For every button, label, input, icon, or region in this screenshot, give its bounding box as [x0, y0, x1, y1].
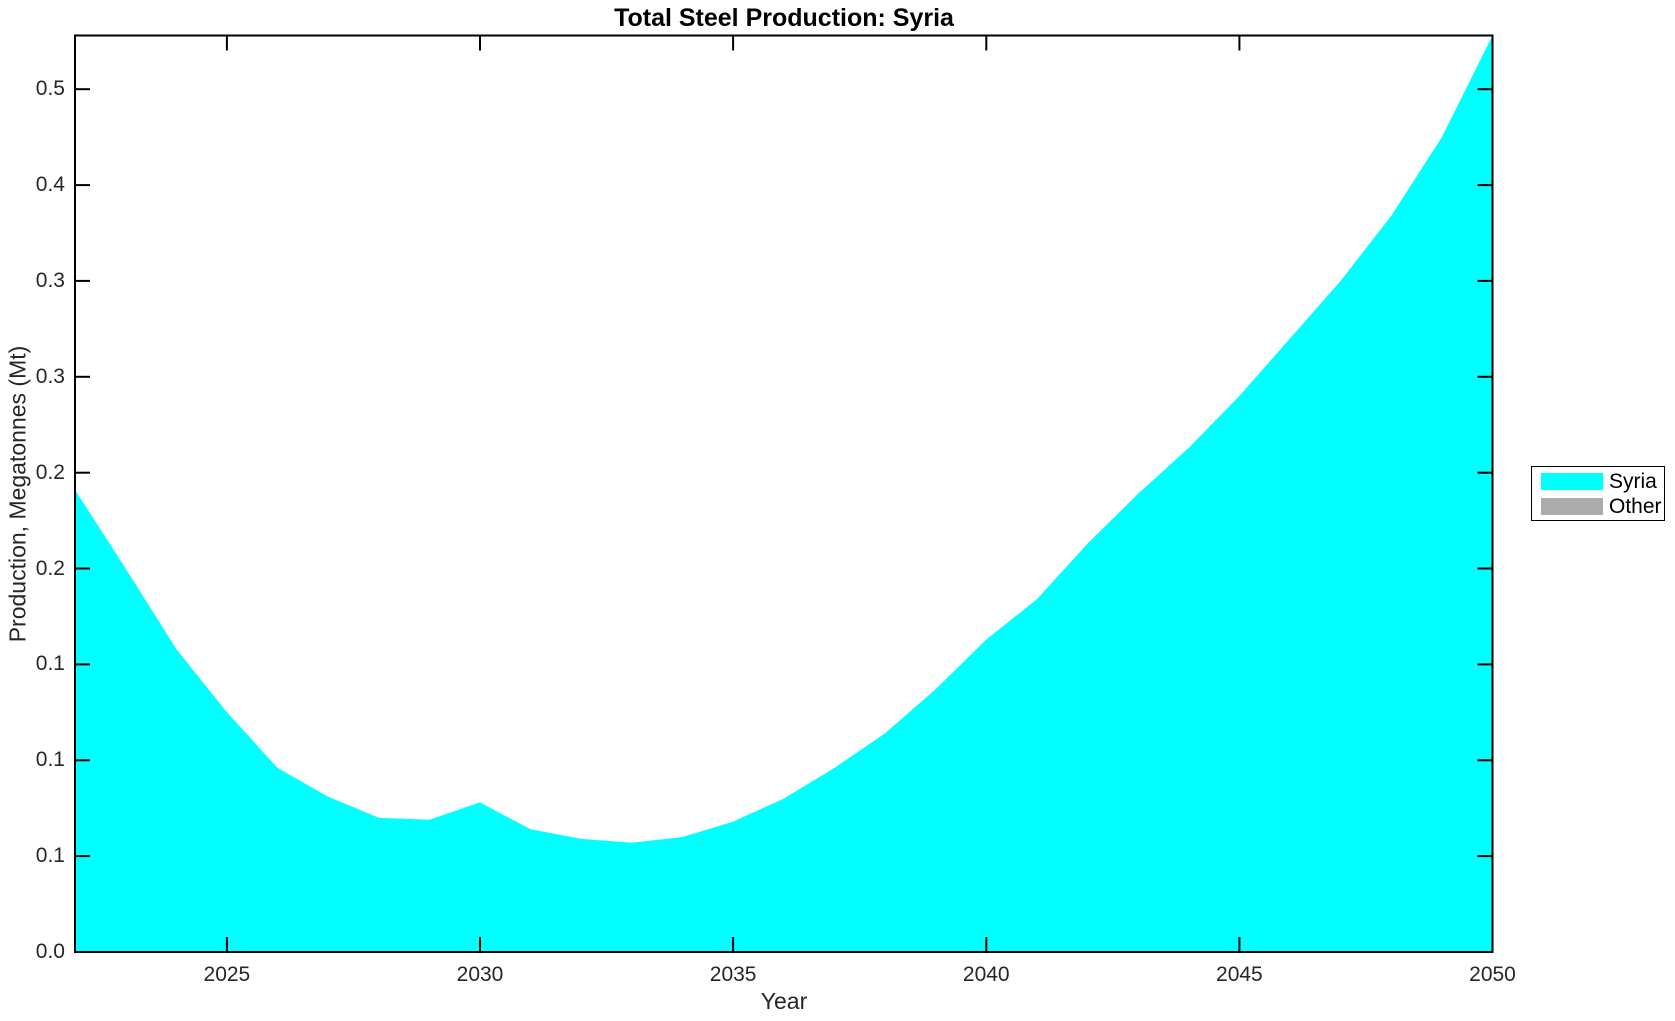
x-axis-label: Year — [760, 988, 808, 1014]
x-tick-label: 2045 — [1216, 963, 1263, 986]
x-tick-label: 2050 — [1469, 963, 1516, 986]
legend-entry-other: Other — [1541, 496, 1662, 517]
x-tick-label: 2035 — [709, 963, 757, 986]
legend-label-other: Other — [1609, 494, 1662, 518]
y-tick-label: 0.2 — [35, 460, 65, 484]
x-tick-label: 2040 — [962, 963, 1010, 986]
y-tick-label: 0.3 — [35, 268, 65, 292]
y-tick-label: 0.1 — [35, 652, 65, 676]
y-tick-label: 0.5 — [35, 77, 65, 101]
x-tick-label: 2030 — [456, 963, 504, 986]
y-tick-label: 0.1 — [35, 748, 65, 772]
axes-box — [74, 34, 1494, 953]
area-series-syria — [75, 35, 1493, 952]
y-tick-label: 0.0 — [35, 940, 65, 963]
y-tick-label: 0.2 — [35, 556, 65, 580]
y-tick-label: 0.4 — [35, 173, 65, 197]
y-tick-label: 0.3 — [35, 364, 65, 388]
legend-swatch-other — [1541, 497, 1603, 515]
chart-title: Total Steel Production: Syria — [614, 4, 954, 32]
legend-label-syria: Syria — [1609, 469, 1657, 493]
y-tick-label: 0.1 — [35, 844, 65, 868]
legend: Syria Other — [1531, 466, 1665, 521]
legend-entry-syria: Syria — [1541, 471, 1658, 492]
legend-swatch-syria — [1541, 472, 1603, 490]
x-tick-label: 2025 — [203, 963, 251, 986]
